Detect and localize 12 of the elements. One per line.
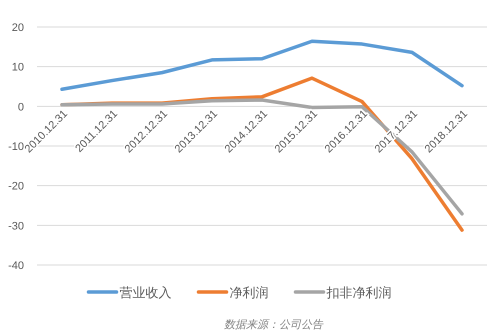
y-tick-label: 10	[12, 62, 24, 74]
y-tick-label: 20	[12, 22, 24, 34]
y-tick-label: -20	[8, 180, 24, 193]
y-tick-label: -40	[8, 260, 24, 272]
legend-label: 扣非净利润	[326, 285, 392, 300]
y-tick-label: 0	[18, 101, 24, 114]
source-note: 数据来源：公司公告	[224, 318, 324, 331]
legend-label: 营业收入	[120, 285, 172, 300]
line-series	[60, 40, 464, 92]
legend-label: 净利润	[230, 285, 268, 300]
y-tick-label: -30	[8, 220, 24, 232]
y-tick-label: -10	[8, 141, 24, 153]
